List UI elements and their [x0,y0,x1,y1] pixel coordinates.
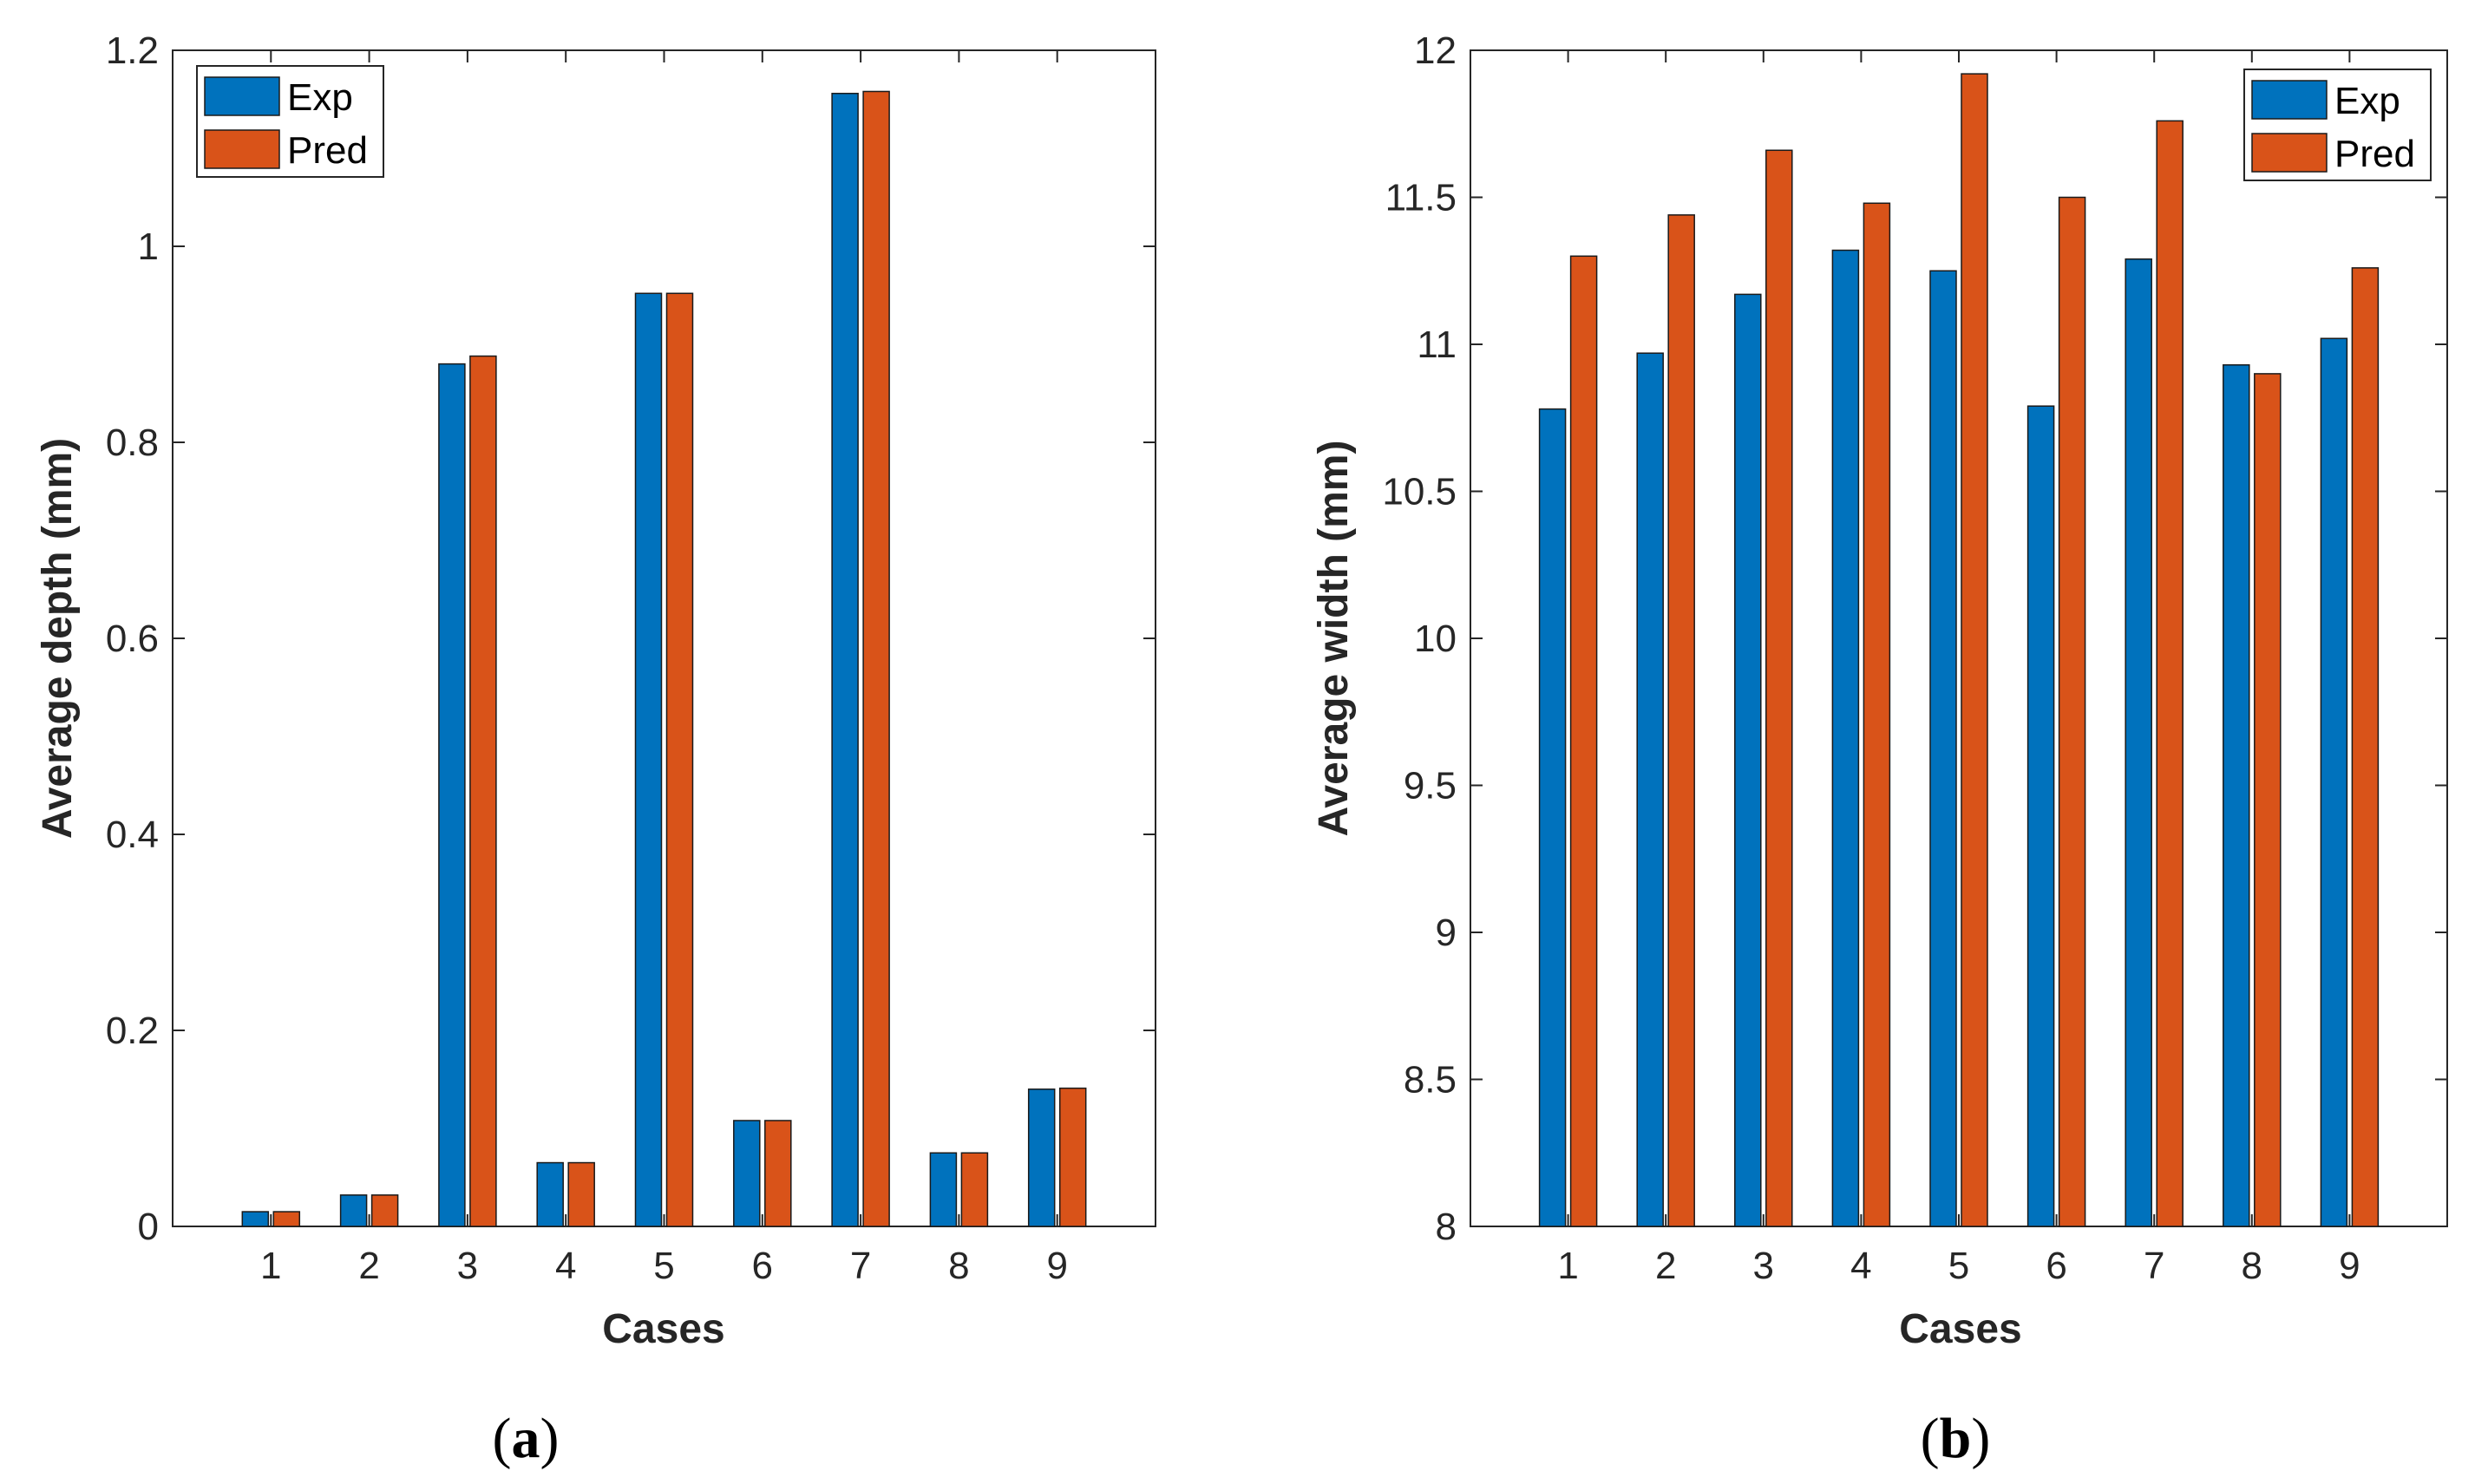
x-tick-label: 3 [1753,1245,1774,1287]
x-tick-label: 2 [1655,1245,1676,1287]
x-tick-label: 4 [1850,1245,1871,1287]
bar-exp-case-7 [2125,258,2152,1227]
x-axis: 1 2 3 4 5 6 7 8 9 [1557,50,2360,1287]
bar-exp-case-6 [2026,405,2055,1227]
y-tick-label: 9.5 [1404,765,1457,807]
x-tick-label: 1 [260,1245,281,1287]
y-tick-label: 9 [1436,912,1457,954]
legend: Exp Pred [196,65,384,178]
y-tick-label: 0.8 [106,422,159,464]
bar-pred-case-3 [469,355,497,1227]
x-tick-label: 5 [653,1245,674,1287]
y-tick-label: 8.5 [1404,1059,1457,1102]
y-tick-label: 10 [1414,618,1457,660]
bar-pred-case-1 [272,1211,301,1227]
legend-label-pred: Pred [2334,133,2415,175]
y-tick-label: 12 [1414,29,1457,72]
x-tick-label: 4 [555,1245,576,1287]
legend-swatch-pred [2251,133,2328,173]
bar-exp-case-5 [634,292,663,1227]
y-tick-label: 0.4 [106,814,159,856]
x-tick-label: 5 [1948,1245,1969,1287]
bar-exp-case-4 [1831,249,1860,1227]
bar-exp-case-5 [1929,270,1957,1227]
bar-exp-case-9 [2320,337,2348,1227]
bar-pred-case-2 [370,1194,399,1227]
bar-pred-case-6 [764,1120,792,1227]
x-axis: 1 2 3 4 5 6 7 8 9 [260,50,1068,1287]
bar-exp-case-6 [733,1120,761,1227]
y-tick-label: 0 [138,1206,159,1248]
y-tick-label: 8 [1436,1206,1457,1248]
legend-swatch-exp [204,76,280,116]
panel-caption: (a) [493,1407,560,1470]
x-tick-label: 8 [2242,1245,2262,1287]
y-tick-label: 1 [138,226,159,268]
y-tick-label: 11.5 [1385,177,1457,219]
y-axis-label: Average depth (mm) [35,438,81,839]
x-tick-label: 6 [752,1245,773,1287]
x-tick-label: 6 [2046,1245,2066,1287]
plot-area-frame [172,49,1156,1227]
bar-exp-case-1 [241,1211,270,1227]
panel-caption-letter: b [1940,1407,1972,1470]
bar-exp-case-3 [1734,293,1762,1227]
y-tick-label: 0.6 [106,618,159,660]
y-axis: 0 0.2 0.4 0.6 0.8 1 1.2 [106,29,1156,1248]
bar-pred-case-7 [862,90,890,1227]
y-axis: 8 8.5 9 9.5 10 10.5 11 11.5 12 [1382,29,2447,1248]
bar-exp-case-3 [438,363,466,1227]
bar-pred-case-5 [1961,73,1988,1227]
plot-area-frame [1470,49,2448,1227]
y-axis-label: Average width (mm) [1311,441,1357,837]
bar-pred-case-1 [1569,255,1598,1227]
bar-pred-case-9 [1058,1087,1087,1227]
bar-exp-case-9 [1027,1088,1056,1227]
y-tick-label: 11 [1417,324,1457,366]
bar-pred-case-9 [2351,267,2380,1227]
legend: Exp Pred [2243,69,2432,181]
y-tick-label: 1.2 [106,29,159,72]
bar-exp-case-8 [929,1152,958,1227]
bar-pred-case-8 [2254,373,2282,1227]
x-tick-label: 9 [2339,1245,2360,1287]
y-tick-label: 10.5 [1382,471,1457,513]
legend-swatch-pred [204,129,280,169]
x-axis-label: Cases [602,1306,724,1352]
legend-swatch-exp [2251,80,2328,120]
chart-panel-depth: 0 0.2 0.4 0.6 0.8 1 1.2 1 2 3 4 5 6 7 8 9 Average dept… [35,29,1156,1470]
x-tick-label: 1 [1557,1245,1578,1287]
bar-exp-case-8 [2223,363,2250,1227]
bar-pred-case-4 [567,1161,595,1227]
bar-series-group [241,90,1087,1227]
bar-exp-case-4 [536,1161,564,1227]
bar-exp-case-1 [1538,408,1567,1227]
x-tick-label: 9 [1046,1245,1067,1287]
bar-pred-case-7 [2156,120,2184,1227]
bar-exp-case-2 [1636,352,1664,1227]
x-tick-label: 7 [850,1245,871,1287]
panel-caption: (b) [1921,1407,1991,1470]
x-tick-label: 2 [358,1245,379,1287]
x-tick-label: 8 [948,1245,969,1287]
bar-pred-case-2 [1667,214,1695,1227]
panel-caption-letter: a [512,1407,540,1470]
bar-exp-case-2 [339,1194,368,1227]
legend-label-exp: Exp [287,76,353,119]
bar-series-group [1538,73,2380,1227]
bar-pred-case-8 [960,1152,989,1227]
y-tick-label: 0.2 [106,1010,159,1052]
bar-pred-case-6 [2058,196,2086,1227]
bar-pred-case-5 [665,292,694,1227]
x-tick-label: 7 [2144,1245,2164,1287]
legend-label-exp: Exp [2334,80,2400,122]
x-axis-label: Cases [1899,1306,2021,1352]
bar-pred-case-3 [1765,149,1793,1227]
bar-exp-case-7 [831,92,859,1227]
bar-pred-case-4 [1863,202,1891,1227]
x-tick-label: 3 [457,1245,478,1287]
legend-label-pred: Pred [287,129,368,172]
